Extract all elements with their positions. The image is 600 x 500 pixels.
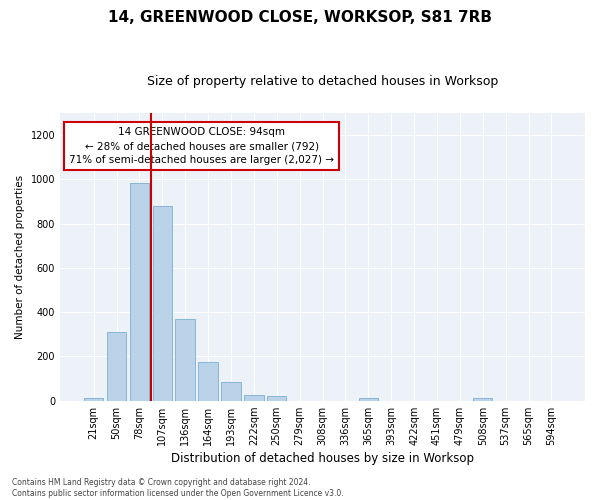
Bar (473, 398, 493, 400)
Bar (221, 382, 241, 400)
Title: Size of property relative to detached houses in Worksop: Size of property relative to detached ho… (147, 75, 498, 88)
Bar (152, 206, 172, 400)
Bar (107, 332, 126, 400)
Bar (130, 182, 149, 400)
Bar (244, 394, 263, 400)
Text: Contains HM Land Registry data © Crown copyright and database right 2024.
Contai: Contains HM Land Registry data © Crown c… (12, 478, 344, 498)
Text: 14, GREENWOOD CLOSE, WORKSOP, S81 7RB: 14, GREENWOOD CLOSE, WORKSOP, S81 7RB (108, 10, 492, 25)
Bar (267, 396, 286, 400)
Bar (199, 362, 218, 401)
Bar (84, 398, 103, 400)
Bar (359, 398, 378, 400)
Bar (175, 318, 195, 400)
Y-axis label: Number of detached properties: Number of detached properties (15, 174, 25, 339)
Text: 14 GREENWOOD CLOSE: 94sqm
← 28% of detached houses are smaller (792)
71% of semi: 14 GREENWOOD CLOSE: 94sqm ← 28% of detac… (69, 127, 334, 165)
X-axis label: Distribution of detached houses by size in Worksop: Distribution of detached houses by size … (171, 452, 474, 465)
